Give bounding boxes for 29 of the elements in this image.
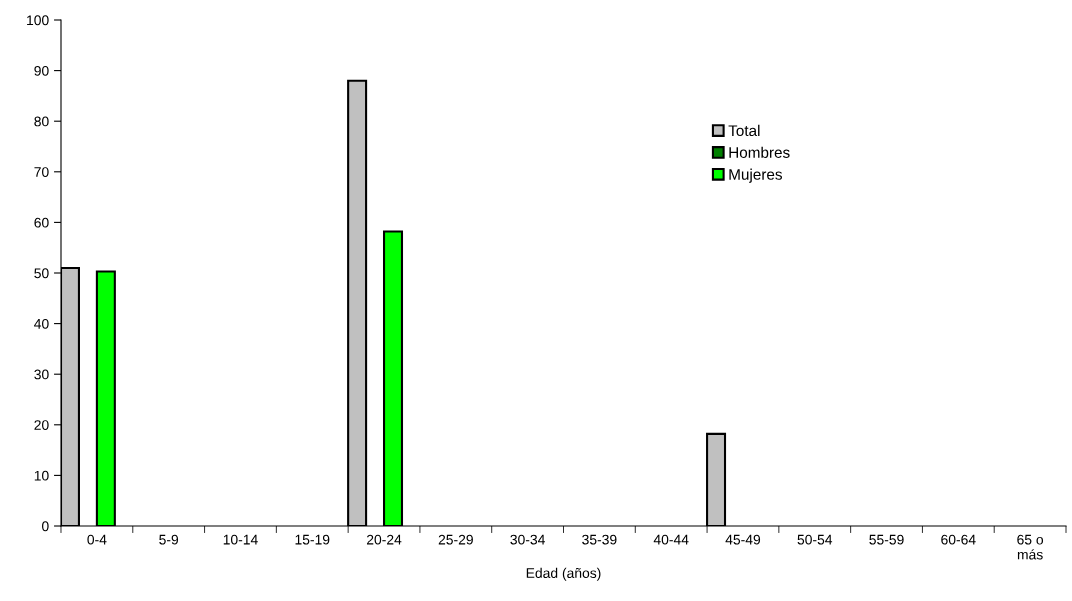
x-tick-label: 45-49 [725,534,761,545]
x-tick-label: 65 o más [1017,534,1044,560]
y-tick-label: 0 [42,521,49,532]
y-tick-label: 60 [34,217,49,228]
y-tick-label: 10 [34,470,49,481]
x-tick-label: 0-4 [87,534,107,545]
y-tick-label: 80 [34,116,49,127]
x-tick-label: 15-19 [295,534,330,545]
x-tick-label: 40-44 [653,534,689,545]
y-tick-label: 90 [34,65,49,76]
x-tick-label: 10-14 [223,534,258,545]
x-axis-title: Edad (años) [526,567,601,581]
x-tick-label: 60-64 [941,534,976,545]
x-tick-label: 20-24 [366,534,402,545]
y-tick-label: 20 [34,420,49,430]
legend-label: Mujeres [729,168,782,183]
x-tick-label: 35-39 [582,534,617,545]
x-tick-label: 55-59 [869,534,904,545]
legend-label: Total [728,124,760,137]
y-tick-label: 40 [34,318,49,329]
y-tick-label: 70 [34,167,49,177]
y-tick-label: 50 [34,268,49,279]
y-tick-label: 100 [27,15,49,26]
x-tick-label: 50-54 [797,534,833,545]
legend-label: Hombres [729,146,790,158]
x-tick-label: 5-9 [159,534,179,545]
x-tick-label: 25-29 [438,534,473,545]
x-tick-label: 30-34 [510,534,545,545]
y-tick-label: 30 [34,369,49,380]
